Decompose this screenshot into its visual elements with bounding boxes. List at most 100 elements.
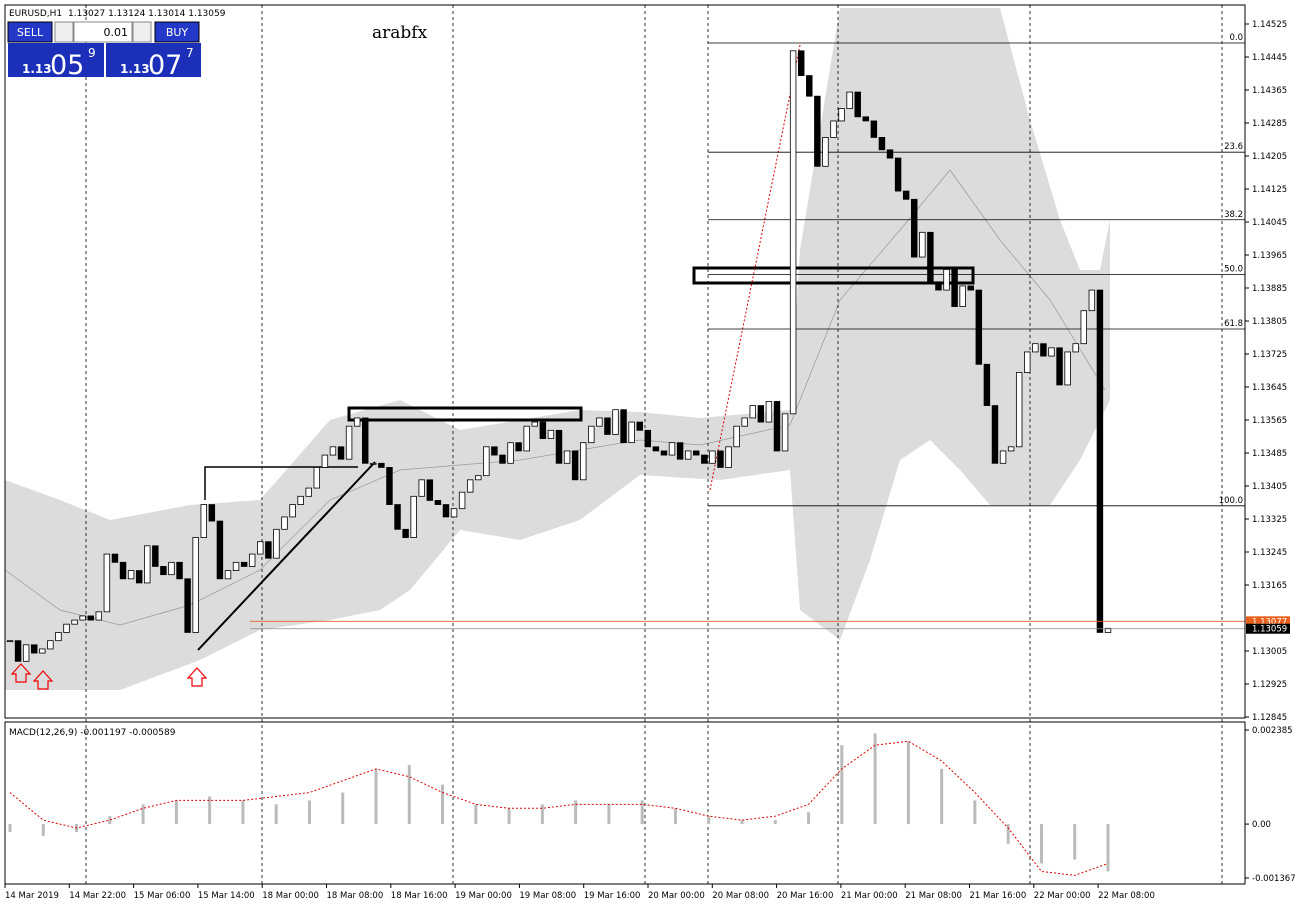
candle <box>1015 372 1023 448</box>
y-tick-label: 1.13325 <box>1252 515 1287 525</box>
macd-bar <box>41 824 45 836</box>
lot-value: 0.01 <box>104 26 129 39</box>
candle <box>224 570 232 580</box>
candle <box>830 120 837 138</box>
candle <box>95 611 103 621</box>
sell-price-box[interactable] <box>8 43 104 77</box>
candle <box>612 409 619 435</box>
fib-label: 50.0 <box>1224 264 1243 274</box>
candle <box>1072 343 1079 353</box>
candle <box>458 491 466 510</box>
candle <box>822 137 829 167</box>
buy-sup: 7 <box>186 46 194 60</box>
x-tick-label: 18 Mar 08:00 <box>327 891 384 901</box>
ohlc: 1.13027 1.13124 1.13014 1.13059 <box>68 9 226 19</box>
candle <box>281 516 288 530</box>
macd-bar <box>906 741 910 825</box>
candle <box>273 528 280 559</box>
candle <box>927 231 934 283</box>
candle <box>523 425 530 452</box>
candle <box>434 500 442 505</box>
x-tick-label: 15 Mar 06:00 <box>134 891 191 901</box>
macd-bar <box>174 800 178 825</box>
buy-price-box[interactable] <box>106 43 201 77</box>
lot-down[interactable] <box>54 21 74 43</box>
buy-button[interactable] <box>154 21 200 43</box>
candle <box>47 640 54 650</box>
y-tick-label: 1.12925 <box>1252 680 1287 690</box>
candle <box>676 442 684 460</box>
candle <box>1032 343 1039 353</box>
y-tick-label: 1.14365 <box>1252 86 1287 96</box>
y-tick-label: 1.13645 <box>1252 383 1287 393</box>
candle <box>466 479 474 493</box>
candle <box>911 198 918 258</box>
buy-digits: 07 <box>148 50 182 81</box>
candle <box>87 615 94 621</box>
macd-bar <box>108 816 112 825</box>
macd-bar <box>807 812 811 825</box>
y-tick-label: 1.13485 <box>1252 449 1287 459</box>
x-tick-label: 21 Mar 00:00 <box>841 891 898 901</box>
x-tick-label: 22 Mar 08:00 <box>1098 891 1155 901</box>
y-tick-label: 1.13405 <box>1252 482 1287 492</box>
candle <box>1056 347 1063 386</box>
candle <box>208 504 216 522</box>
x-tick-label: 21 Mar 16:00 <box>970 891 1027 901</box>
candle <box>39 648 46 654</box>
candle <box>652 446 660 452</box>
ask-line-box <box>1246 616 1290 627</box>
fib-label: 61.8 <box>1224 319 1243 329</box>
bid-line-box <box>1246 623 1290 634</box>
ask-line-label: 1.13077 <box>1252 617 1287 627</box>
candle <box>806 75 813 97</box>
candle <box>79 615 86 621</box>
candle <box>531 421 539 427</box>
candle <box>547 429 555 439</box>
candle <box>668 442 676 456</box>
candle <box>894 157 902 192</box>
candle <box>329 446 337 456</box>
candle <box>588 425 595 444</box>
macd-bar <box>607 804 611 825</box>
candle <box>539 421 547 439</box>
candle <box>757 405 765 423</box>
candle <box>902 190 910 200</box>
candle <box>789 50 797 415</box>
macd-bar <box>141 804 145 825</box>
candle <box>983 363 991 406</box>
candle <box>386 467 393 505</box>
sell-button[interactable] <box>7 21 53 43</box>
macd-bar <box>1073 824 1077 860</box>
candle <box>628 421 635 444</box>
candle <box>991 405 999 464</box>
y-tick-label: 1.13165 <box>1252 581 1287 591</box>
candle <box>297 495 304 505</box>
y-tick-label: 1.13805 <box>1252 317 1287 327</box>
lot-up[interactable] <box>132 21 152 43</box>
envelope-band <box>5 8 1110 690</box>
candle <box>919 231 926 258</box>
x-tick-label: 18 Mar 16:00 <box>391 891 448 901</box>
candle <box>410 495 417 538</box>
y-tick-label: 1.14445 <box>1252 53 1287 63</box>
candle <box>111 553 119 563</box>
macd-bar <box>973 800 977 825</box>
candle <box>1024 351 1031 373</box>
x-tick-label: 20 Mar 16:00 <box>777 891 834 901</box>
lot-input[interactable] <box>73 21 133 43</box>
candle <box>394 504 401 530</box>
buy-label: BUY <box>166 26 189 39</box>
macd-bar <box>474 804 478 825</box>
x-tick-label: 18 Mar 00:00 <box>262 891 319 901</box>
x-tick-label: 14 Mar 2019 <box>5 891 59 901</box>
candle <box>499 454 506 464</box>
y-tick-label: 1.12845 <box>1252 713 1287 723</box>
macd-bar <box>374 768 378 825</box>
candle <box>854 91 861 118</box>
candle <box>30 644 38 654</box>
candle <box>200 504 207 538</box>
macd-bar <box>540 804 544 825</box>
candle <box>1048 347 1055 357</box>
main-frame <box>4 4 1246 719</box>
